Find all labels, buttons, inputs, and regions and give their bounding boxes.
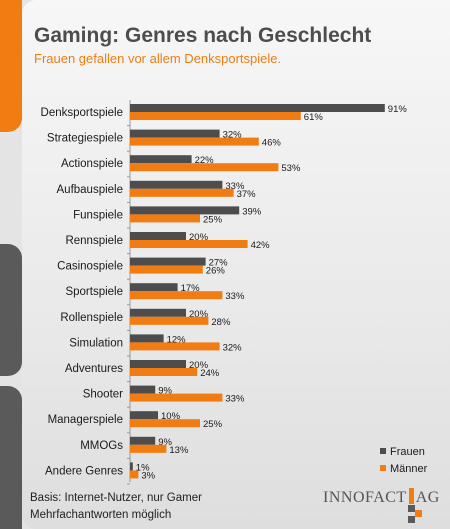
category-label: Rollenspiele — [60, 312, 123, 324]
data-label: 17% — [181, 283, 201, 294]
data-label: 39% — [242, 206, 262, 217]
bar-maenner — [130, 214, 200, 223]
bar-maenner — [130, 137, 259, 146]
data-label: 32% — [223, 342, 243, 353]
bar-maenner — [130, 470, 139, 479]
bar-frauen — [130, 334, 164, 343]
category-label: Shooter — [83, 389, 123, 401]
category-label: Aufbauspiele — [57, 184, 124, 196]
bar-maenner — [130, 240, 248, 248]
footnote-multiple-answers: Mehrfachantworten möglich — [30, 509, 172, 521]
category-label: Casinospiele — [57, 261, 123, 273]
bar-frauen — [130, 462, 133, 471]
bar-maenner — [130, 419, 200, 428]
bar-maenner — [130, 163, 279, 172]
data-label: 13% — [169, 445, 189, 456]
accent-tab-bottom — [0, 386, 22, 529]
bar-frauen — [130, 232, 186, 240]
bar-frauen — [130, 283, 178, 292]
footnote-basis: Basis: Internet-Nutzer, nur Gamer — [30, 492, 202, 504]
category-label: Strategiespiele — [47, 133, 123, 145]
data-label: 9% — [158, 437, 172, 448]
bar-maenner — [130, 265, 203, 274]
data-label: 61% — [304, 112, 324, 123]
data-label: 10% — [161, 411, 181, 422]
bar-maenner — [130, 393, 223, 402]
accent-tab-middle — [0, 244, 22, 376]
category-label: Denksportspiele — [41, 107, 123, 119]
category-label: Funspiele — [73, 209, 123, 221]
accent-tab-top — [0, 0, 22, 132]
data-label: 33% — [225, 394, 245, 405]
data-label: 27% — [209, 258, 229, 269]
data-label: 33% — [225, 181, 245, 192]
bar-frauen — [130, 129, 220, 138]
data-label: 33% — [225, 291, 245, 302]
category-label: Sportspiele — [65, 286, 123, 298]
data-label: 24% — [200, 368, 220, 379]
legend-label: Männer — [390, 463, 428, 475]
bar-maenner — [130, 291, 223, 300]
category-label: MMOGs — [80, 440, 123, 452]
bar-frauen — [130, 155, 192, 164]
bar-maenner — [130, 188, 234, 197]
logo-text-left: INNOFACT — [323, 489, 407, 506]
data-label: 20% — [189, 309, 209, 320]
bar-maenner — [130, 368, 198, 376]
chart-panel — [22, 0, 450, 529]
category-label: Andere Genres — [45, 465, 123, 477]
chart-title: Gaming: Genres nach Geschlecht — [34, 24, 372, 47]
bar-frauen — [130, 360, 186, 368]
bar-frauen — [130, 411, 158, 420]
legend-swatch — [380, 448, 386, 454]
data-label: 25% — [203, 419, 223, 430]
category-label: Managerspiele — [48, 414, 123, 426]
data-label: 26% — [206, 266, 226, 277]
data-label: 28% — [211, 317, 231, 328]
data-label: 9% — [158, 386, 172, 397]
data-label: 25% — [203, 214, 223, 225]
bar-frauen — [130, 206, 240, 215]
legend-label: Frauen — [390, 446, 425, 458]
bar-frauen — [130, 104, 385, 112]
bar-frauen — [130, 308, 186, 317]
bar-maenner — [130, 342, 220, 351]
bar-maenner — [130, 316, 209, 325]
data-label: 91% — [388, 104, 408, 115]
data-label: 53% — [281, 163, 301, 174]
category-label: Rennspiele — [65, 235, 123, 247]
data-label: 20% — [189, 232, 209, 243]
data-label: 20% — [189, 360, 209, 371]
data-label: 3% — [141, 470, 155, 481]
data-label: 32% — [223, 130, 243, 141]
bar-frauen — [130, 385, 156, 394]
bar-frauen — [130, 257, 206, 266]
bar-frauen — [130, 180, 223, 189]
bar-maenner — [130, 112, 301, 120]
bar-frauen — [130, 436, 156, 445]
data-label: 42% — [251, 240, 271, 251]
innofact-logo: INNOFACT AG — [323, 488, 440, 507]
category-label: Simulation — [69, 337, 123, 349]
logo-bar — [408, 488, 414, 504]
data-label: 37% — [237, 189, 257, 200]
legend-swatch — [380, 465, 386, 471]
logo-squares-icon — [408, 505, 422, 523]
data-label: 22% — [195, 155, 215, 166]
category-label: Adventures — [65, 363, 123, 375]
data-label: 46% — [262, 138, 282, 149]
logo-text-right: AG — [415, 489, 440, 506]
data-label: 1% — [136, 462, 150, 473]
bar-maenner — [130, 444, 167, 453]
category-label: Actionspiele — [61, 158, 123, 170]
data-label: 12% — [167, 334, 187, 345]
chart-subtitle: Frauen gefallen vor allem Denksportspiel… — [34, 51, 282, 66]
